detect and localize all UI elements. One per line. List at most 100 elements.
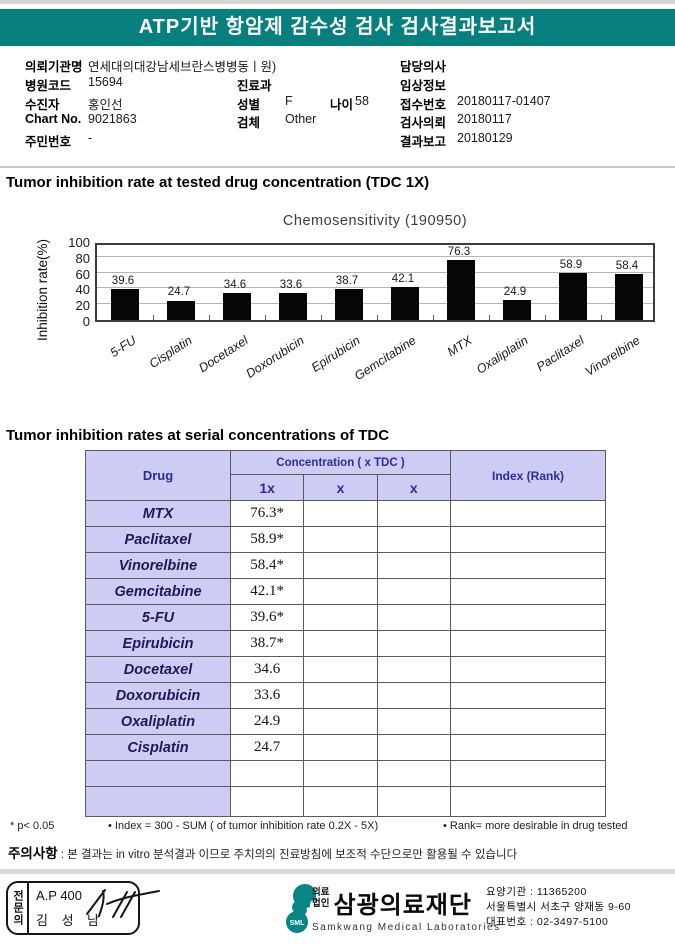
conc-x-cell — [303, 604, 378, 631]
lab-org-name-en: Samkwang Medical Laboratories — [312, 922, 501, 933]
table-row: Doxorubicin 33.6 — [85, 682, 606, 709]
x-tick — [601, 315, 602, 320]
bar-value-label: 38.7 — [335, 275, 359, 288]
drug-cell — [85, 760, 231, 787]
stamp-code: A.P 400 — [36, 888, 83, 903]
info-label: 임상정보 — [400, 79, 447, 93]
chart-bar — [559, 273, 587, 320]
x-tick — [321, 315, 322, 320]
y-tick-label: 100 — [68, 235, 90, 250]
divider — [0, 869, 675, 874]
chart-bar — [447, 259, 475, 320]
report-banner: ATP기반 항암제 감수성 검사 검사결과보고서 — [0, 9, 675, 46]
index-cell — [450, 734, 606, 761]
chemosensitivity-chart: Chemosensitivity (190950) Inhibition rat… — [0, 205, 675, 427]
index-cell — [450, 630, 606, 657]
signature-stamp: 전문의 A.P 400 김 성 남 — [6, 881, 160, 935]
info-label: 검사의뢰 — [400, 116, 447, 130]
info-label: 병원코드 — [25, 79, 72, 93]
table-row: Docetaxel 34.6 — [85, 656, 606, 683]
lab-logo-icon: SML — [286, 884, 316, 933]
info-row: 수진자 홍인선 성별 F 나이 58 접수번호 20180117-01407 — [25, 94, 670, 112]
info-label: 결과보고 — [400, 135, 447, 149]
contact-line: 요양기관 : 11365200 — [486, 886, 587, 898]
conc-x-cell — [303, 500, 378, 527]
info-value: 20180129 — [457, 131, 513, 145]
conc-x-cell — [376, 526, 452, 553]
conc-x-cell — [303, 708, 378, 735]
drug-cell: Cisplatin — [85, 734, 231, 761]
chart-bar — [503, 300, 531, 320]
info-value: 9021863 — [88, 112, 137, 126]
conc-x-cell — [376, 630, 452, 657]
y-tick-label: 20 — [75, 298, 90, 314]
tdc-table: Drug Concentration ( x TDC ) Index (Rank… — [85, 450, 606, 817]
info-row: Chart No. 9021863 검체 Other 검사의뢰 20180117 — [25, 112, 670, 130]
footnote-index: • Index = 300 - SUM ( of tumor inhibitio… — [108, 820, 379, 832]
top-strip — [0, 0, 675, 4]
bar-value-label: 33.6 — [279, 279, 303, 292]
conc-x-cell — [303, 682, 378, 709]
gridline — [97, 303, 653, 305]
info-label: 수진자 — [25, 98, 60, 112]
info-label: 나이 — [330, 98, 354, 112]
chart-bar — [223, 292, 251, 320]
x-tick — [153, 315, 154, 320]
tdc-table-body: MTX 76.3* Paclitaxel 58.9* Vinorelbine 58.4* G… — [85, 500, 606, 817]
col-header-1x: 1x — [229, 474, 305, 501]
bar-value-label: 24.9 — [503, 286, 527, 299]
conc-1x-cell: 42.1* — [229, 578, 305, 605]
info-value: 20180117-01407 — [457, 94, 551, 108]
drug-cell — [85, 786, 231, 817]
index-cell — [450, 786, 606, 817]
lab-org-name: 삼광의료재단 — [333, 892, 472, 919]
chart-bar — [279, 293, 307, 320]
info-label: 주민번호 — [25, 135, 72, 149]
lab-name-block: 의료 법인 삼광의료재단 Samkwang Medical Laboratori… — [312, 885, 501, 933]
info-value: 15694 — [88, 75, 123, 89]
drug-cell: 5-FU — [85, 604, 231, 631]
contact-line: 대표번호 : 02-3497-5100 — [486, 916, 609, 928]
table-row: Epirubicin 38.7* — [85, 630, 606, 657]
info-row: 주민번호 - 결과보고 20180129 — [25, 131, 670, 149]
conc-x-cell — [303, 656, 378, 683]
bar-value-label: 39.6 — [111, 274, 135, 287]
conc-x-cell — [376, 708, 452, 735]
info-label: 성별 — [237, 98, 261, 112]
caution-note: 주의사항 : 본 결과는 in vitro 분석결과 이므로 주치의의 진료방침… — [8, 842, 517, 863]
info-value: 58 — [355, 94, 369, 108]
bar-value-label: 58.9 — [559, 259, 583, 272]
gridline — [97, 287, 653, 289]
index-cell — [450, 682, 606, 709]
stamp-doctor-name: 김 성 남 — [36, 913, 105, 928]
tdc-table-header: Drug Concentration ( x TDC ) Index (Rank… — [85, 450, 606, 501]
drug-cell: Gemcitabine — [85, 578, 231, 605]
conc-x-cell — [376, 760, 452, 787]
chart-title: Chemosensitivity (190950) — [282, 213, 468, 229]
info-value: F — [285, 94, 293, 108]
lab-org-type: 의료 법인 — [312, 887, 330, 909]
chart-bar — [391, 286, 419, 320]
caution-label: 주의사항 — [8, 846, 58, 861]
table-row — [85, 786, 606, 817]
conc-x-cell — [376, 682, 452, 709]
conc-x-cell — [303, 630, 378, 657]
table-row: MTX 76.3* — [85, 500, 606, 527]
col-header-x2: x — [376, 474, 452, 501]
chart-section-title: Tumor inhibition rate at tested drug con… — [6, 174, 430, 191]
conc-x-cell — [376, 500, 452, 527]
y-tick-label: 0 — [82, 314, 90, 329]
drug-cell: Docetaxel — [85, 656, 231, 683]
index-cell — [450, 500, 606, 527]
drug-cell: Vinorelbine — [85, 552, 231, 579]
table-row: Oxaliplatin 24.9 — [85, 708, 606, 735]
index-cell — [450, 760, 606, 787]
conc-1x-cell: 24.9 — [229, 708, 305, 735]
chart-bar — [111, 288, 139, 320]
bar-value-label: 24.7 — [167, 286, 191, 299]
info-value: 20180117 — [457, 112, 512, 126]
conc-1x-cell: 39.6* — [229, 604, 305, 631]
drug-cell: Paclitaxel — [85, 526, 231, 553]
drug-cell: Doxorubicin — [85, 682, 231, 709]
